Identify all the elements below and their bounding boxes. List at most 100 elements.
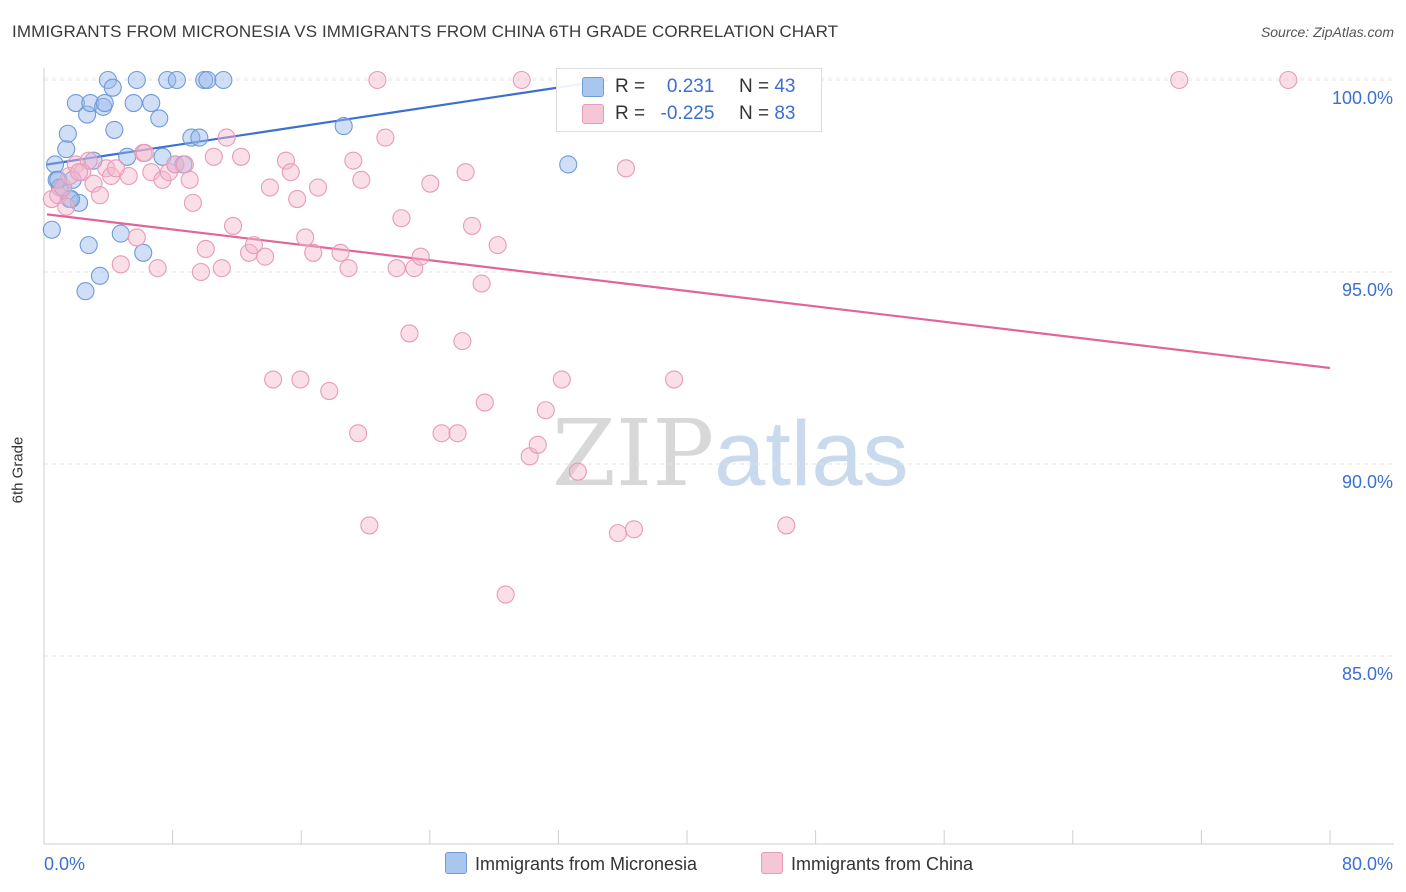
micronesia-point bbox=[57, 140, 76, 159]
micronesia-point bbox=[158, 70, 177, 90]
china-point bbox=[166, 155, 185, 174]
china-point bbox=[552, 370, 571, 389]
china-point bbox=[616, 159, 636, 178]
micronesia-point bbox=[78, 105, 97, 124]
legend-n-value: 43 bbox=[774, 76, 796, 97]
bottom-legend-label: Immigrants from Micronesia bbox=[475, 854, 698, 874]
china-point bbox=[291, 370, 310, 389]
micronesia-point bbox=[167, 70, 186, 90]
china-point bbox=[135, 143, 154, 163]
china-point bbox=[260, 178, 279, 197]
china-point bbox=[53, 178, 73, 197]
bottom-legend-micronesia: Immigrants from Micronesia bbox=[445, 852, 697, 875]
micronesia-point bbox=[42, 220, 61, 239]
china-point bbox=[281, 163, 300, 182]
bottom-legend-swatch-blue bbox=[445, 852, 467, 874]
gridlines bbox=[44, 77, 1394, 657]
china-point bbox=[1170, 70, 1189, 90]
china-point bbox=[512, 70, 531, 90]
watermark-zip: ZIP bbox=[552, 400, 715, 507]
bottom-legend-label: Immigrants from China bbox=[791, 854, 974, 874]
china-point bbox=[276, 151, 296, 170]
data-points bbox=[42, 70, 1298, 604]
china-point bbox=[472, 274, 491, 293]
china-point bbox=[453, 332, 472, 351]
micronesia-point bbox=[79, 236, 98, 255]
source-label: Source: ZipAtlas.com bbox=[1260, 24, 1394, 40]
china-point bbox=[148, 259, 167, 278]
china-point bbox=[296, 228, 315, 247]
china-point bbox=[528, 435, 547, 454]
china-point bbox=[204, 147, 223, 166]
china-point bbox=[1279, 70, 1298, 90]
china-point bbox=[568, 462, 587, 481]
china-point bbox=[400, 324, 419, 343]
legend-r-value: -0.225 bbox=[660, 103, 715, 124]
china-point bbox=[90, 186, 109, 205]
tick-labels: 100.0% 95.0% 90.0% 85.0% 0.0% 80.0% bbox=[44, 88, 1393, 874]
micronesia-point bbox=[334, 117, 353, 136]
china-point bbox=[70, 163, 89, 182]
china-point bbox=[217, 128, 236, 147]
legend-n-value: 83 bbox=[774, 103, 796, 124]
micronesia-point bbox=[127, 70, 146, 90]
china-point bbox=[106, 159, 126, 178]
china-point bbox=[421, 174, 440, 193]
micronesia-point bbox=[142, 93, 161, 113]
china-point bbox=[536, 401, 555, 420]
china-point bbox=[196, 239, 215, 259]
china-point bbox=[448, 424, 467, 443]
china-point bbox=[411, 247, 430, 266]
china-point bbox=[320, 381, 339, 401]
china-point bbox=[304, 243, 323, 262]
china-point bbox=[183, 193, 202, 212]
china-point bbox=[387, 259, 406, 278]
china-point bbox=[496, 585, 515, 604]
legend-swatch-pink bbox=[582, 104, 604, 124]
legend-swatch-blue bbox=[582, 77, 604, 97]
china-point bbox=[175, 155, 194, 174]
china-point bbox=[159, 163, 178, 182]
micronesia-point bbox=[103, 78, 122, 97]
legend-n-label: N = bbox=[738, 76, 770, 97]
china-point bbox=[264, 370, 283, 389]
micronesia-point bbox=[105, 120, 124, 139]
china-point bbox=[331, 243, 350, 262]
micronesia-point bbox=[66, 93, 85, 113]
china-point bbox=[475, 393, 494, 412]
china-trend-line bbox=[46, 213, 1331, 370]
watermark: ZIPatlas bbox=[552, 400, 909, 507]
micronesia-point bbox=[559, 155, 578, 174]
china-point bbox=[223, 216, 243, 235]
micronesia-point bbox=[198, 70, 217, 90]
bottom-legend-china: Immigrants from China bbox=[761, 852, 973, 875]
x-tick-label-min: 0.0% bbox=[44, 854, 85, 874]
micronesia-point bbox=[214, 70, 233, 90]
legend-n-label: N = bbox=[738, 103, 770, 124]
china-point bbox=[339, 259, 358, 278]
micronesia-point bbox=[45, 155, 65, 174]
china-point bbox=[256, 247, 275, 266]
legend-r-label: R = bbox=[615, 76, 646, 97]
china-point bbox=[111, 255, 130, 274]
china-point bbox=[212, 259, 231, 278]
china-point bbox=[127, 228, 146, 247]
china-point bbox=[352, 170, 371, 189]
micronesia-point bbox=[90, 266, 109, 285]
china-point bbox=[232, 147, 251, 166]
y-tick-label: 100.0% bbox=[1332, 88, 1393, 108]
china-point bbox=[392, 209, 411, 228]
chart-title: IMMIGRANTS FROM MICRONESIA VS IMMIGRANTS… bbox=[12, 22, 839, 41]
china-point bbox=[191, 262, 211, 282]
micronesia-point bbox=[150, 109, 169, 128]
china-point bbox=[608, 524, 627, 543]
china-point bbox=[349, 424, 368, 443]
china-point bbox=[84, 174, 103, 193]
china-point bbox=[57, 197, 76, 216]
y-tick-label: 90.0% bbox=[1342, 472, 1393, 492]
china-point bbox=[376, 128, 395, 147]
axes bbox=[43, 68, 1394, 845]
micronesia-point bbox=[111, 224, 130, 243]
legend-r-value: 0.231 bbox=[666, 76, 715, 97]
